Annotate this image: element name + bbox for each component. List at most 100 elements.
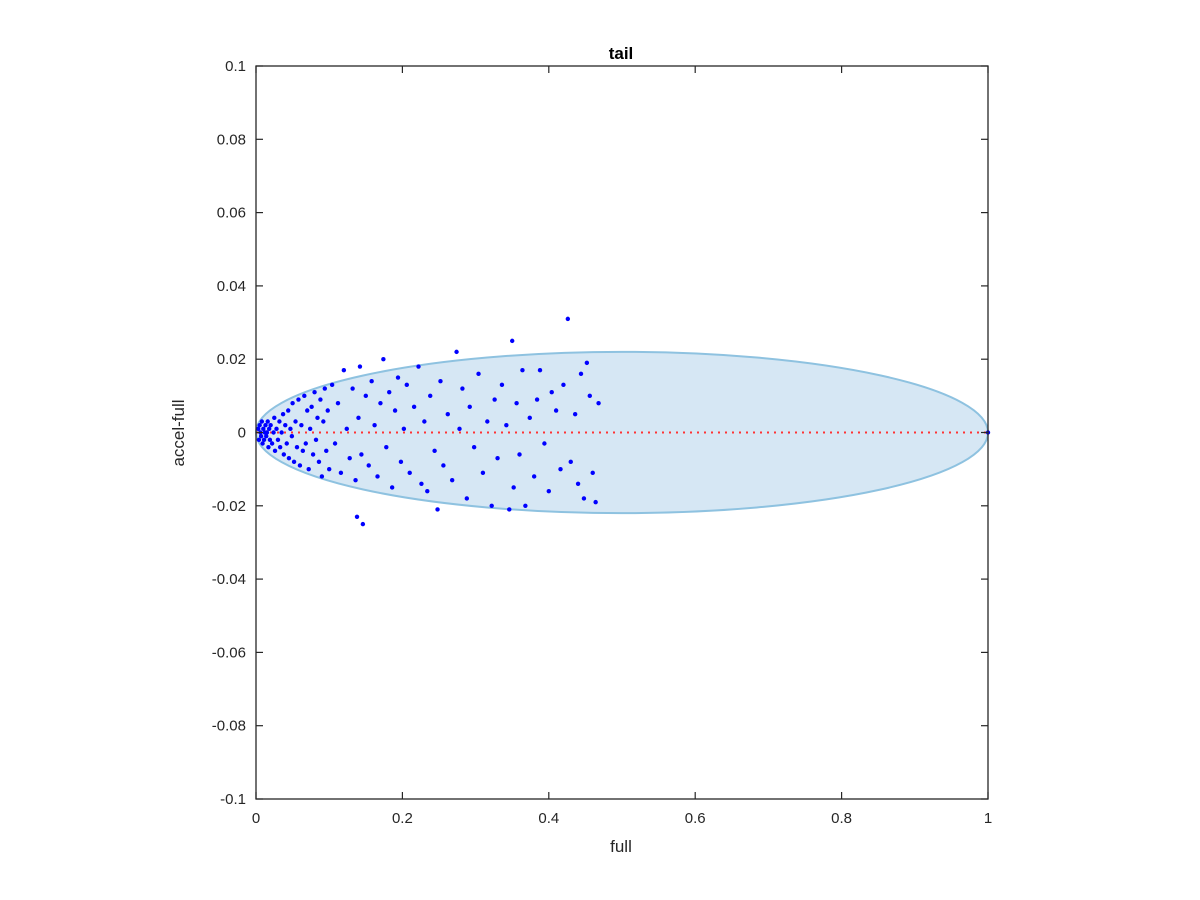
scatter-point xyxy=(312,389,317,395)
scatter-point xyxy=(404,382,409,388)
scatter-point xyxy=(286,408,291,413)
scatter-point xyxy=(277,419,282,424)
x-axis-label: full xyxy=(610,837,632,856)
scatter-point xyxy=(313,437,319,443)
scatter-point xyxy=(438,378,443,384)
scatter-point xyxy=(267,437,273,443)
scatter-point xyxy=(265,419,270,424)
scatter-point xyxy=(511,485,516,490)
scatter-point xyxy=(392,408,398,413)
scatter-point xyxy=(281,452,287,457)
scatter-point xyxy=(445,411,450,417)
scatter-point xyxy=(335,400,341,406)
scatter-point xyxy=(568,459,573,465)
scatter-point xyxy=(384,444,389,450)
scatter-point xyxy=(378,400,383,406)
scatter-point xyxy=(395,375,401,380)
scatter-point xyxy=(260,441,265,446)
y-tick-label: 0.1 xyxy=(225,58,246,75)
x-tick-label: 0.2 xyxy=(392,810,413,827)
scatter-point xyxy=(401,426,407,432)
scatter-point xyxy=(416,364,421,369)
scatter-point xyxy=(375,474,380,479)
scatter-point xyxy=(369,378,374,384)
scatter-point xyxy=(261,426,266,432)
scatter-point xyxy=(288,426,293,432)
scatter-point xyxy=(327,466,332,472)
scatter-point xyxy=(366,463,371,468)
y-tick-label: 0 xyxy=(238,425,246,442)
scatter-point xyxy=(356,415,361,421)
scatter-point xyxy=(272,415,277,421)
y-tick-label: -0.08 xyxy=(212,718,246,735)
scatter-point xyxy=(318,397,323,402)
y-tick-label: -0.1 xyxy=(220,791,246,808)
scatter-point xyxy=(419,481,424,487)
scatter-point xyxy=(309,404,314,410)
scatter-point xyxy=(290,400,295,406)
scatter-point xyxy=(464,496,470,501)
scatter-point xyxy=(296,397,301,402)
scatter-point xyxy=(266,444,271,450)
scatter-point xyxy=(263,422,268,428)
scatter-point xyxy=(322,386,328,391)
scatter-point xyxy=(299,422,304,428)
scatter-point xyxy=(291,459,297,465)
y-tick-label: 0.06 xyxy=(217,205,246,222)
scatter-point xyxy=(565,316,571,322)
scatter-point xyxy=(264,433,269,439)
scatter-point xyxy=(280,411,286,417)
scatter-point xyxy=(596,400,601,406)
scatter-point xyxy=(259,419,265,424)
x-tick-label: 0.4 xyxy=(538,810,559,827)
scatter-point xyxy=(321,419,326,424)
scatter-point xyxy=(306,466,311,472)
scatter-point xyxy=(581,496,587,501)
scatter-point xyxy=(553,408,559,413)
scatter-point xyxy=(256,437,262,443)
scatter-point xyxy=(381,357,386,362)
scatter-point xyxy=(561,382,566,388)
scatter-point xyxy=(275,437,281,443)
scatter-point xyxy=(363,393,368,399)
y-axis-label: accel-full xyxy=(169,399,188,466)
scatter-point xyxy=(467,404,472,410)
scatter-point xyxy=(523,503,528,508)
x-tick-labels: 0 0.2 0.4 0.6 0.8 1 xyxy=(252,810,992,827)
scatter-point xyxy=(435,507,440,512)
scatter-point xyxy=(300,448,306,454)
scatter-point xyxy=(389,485,395,490)
y-tick-labels: -0.1 -0.08 -0.06 -0.04 -0.02 0 0.02 0.04 0.06 0.0… xyxy=(212,58,246,808)
scatter-point xyxy=(485,419,490,424)
scatter-point xyxy=(297,463,303,468)
scatter-point xyxy=(480,470,486,476)
scatter-point xyxy=(293,419,298,424)
scatter-point xyxy=(319,474,325,479)
data-points xyxy=(255,316,991,527)
scatter-point xyxy=(274,426,279,432)
scatter-point xyxy=(307,426,313,432)
scatter-point xyxy=(272,448,278,454)
scatter-point xyxy=(449,477,455,483)
scatter-point xyxy=(286,455,292,461)
scatter-point xyxy=(572,411,578,417)
scatter-point xyxy=(407,470,412,476)
scatter-point xyxy=(338,470,344,476)
chart-title: tail xyxy=(609,44,634,63)
scatter-point xyxy=(578,371,584,377)
plot-area xyxy=(255,66,991,799)
scatter-point xyxy=(264,430,270,435)
scatter-point xyxy=(457,426,462,432)
scatter-point xyxy=(387,389,392,395)
y-tick-label: 0.02 xyxy=(217,351,246,368)
scatter-point xyxy=(354,514,360,519)
x-tick-label: 0.6 xyxy=(685,810,706,827)
y-tick-label: -0.04 xyxy=(212,571,246,588)
scatter-point xyxy=(341,367,347,373)
scatter-point xyxy=(305,408,310,413)
scatter-point xyxy=(332,441,338,446)
scatter-point xyxy=(268,422,273,428)
scatter-point xyxy=(542,441,547,446)
scatter-point xyxy=(269,441,275,446)
